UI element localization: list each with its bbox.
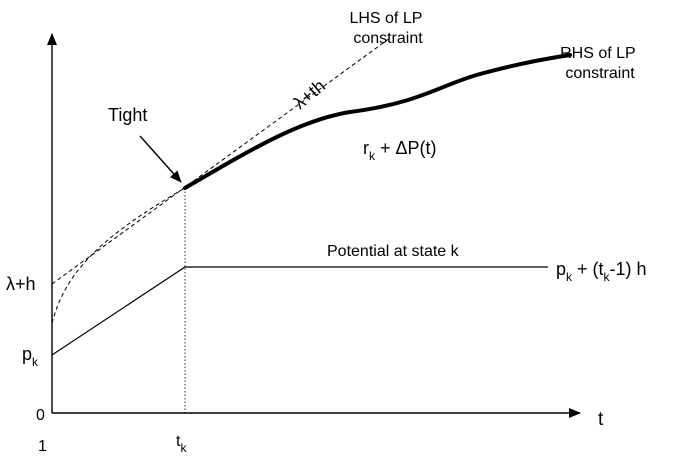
rhs-bold-curve — [183, 53, 572, 190]
y-label-pk: pk — [22, 344, 39, 369]
origin-label: 0 — [36, 407, 45, 424]
tight-arrow — [139, 135, 182, 183]
rhs-dashed-curve — [51, 187, 186, 324]
x-tick-tk: tk — [176, 433, 187, 455]
lambda-th-label: λ+th — [290, 76, 329, 114]
x-axis-label: t — [598, 409, 604, 430]
lhs-label: LHS of LP constraint — [349, 10, 426, 47]
rk-deltap-label: rk + ΔP(t) — [363, 138, 437, 163]
potential-line — [51, 266, 548, 356]
pk-expression: pk + (tk-1) h — [556, 259, 647, 284]
tight-label: Tight — [108, 105, 147, 125]
rhs-label: RHS of LP constraint — [560, 45, 640, 82]
x-tick-start: 1 — [38, 438, 47, 455]
potential-label: Potential at state k — [327, 243, 460, 260]
y-label-lambda-h: λ+h — [6, 274, 36, 294]
